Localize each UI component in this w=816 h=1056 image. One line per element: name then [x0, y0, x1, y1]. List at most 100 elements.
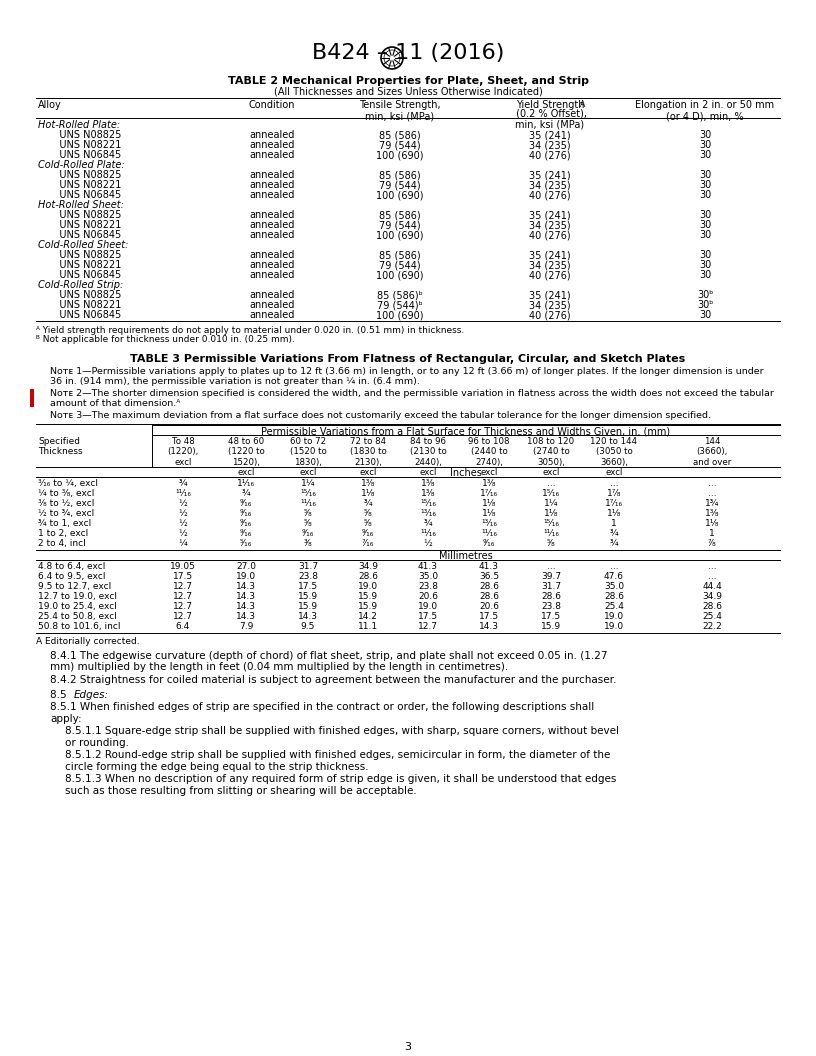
Text: Inches: Inches: [450, 468, 482, 478]
Text: 35 (241): 35 (241): [530, 130, 571, 140]
Text: ½: ½: [179, 499, 188, 508]
Text: annealed: annealed: [250, 180, 295, 190]
Text: ᴬ Yield strength requirements do not apply to material under 0.020 in. (0.51 mm): ᴬ Yield strength requirements do not app…: [36, 326, 464, 335]
Text: 15.9: 15.9: [298, 602, 318, 611]
Text: ¾: ¾: [610, 539, 619, 548]
Text: 8.4.2 Straightness for coiled material is subject to agreement between the manuf: 8.4.2 Straightness for coiled material i…: [50, 675, 616, 685]
Text: 85 (586): 85 (586): [379, 210, 421, 220]
Text: 100 (690): 100 (690): [376, 150, 424, 161]
Text: 1¹⁄₈: 1¹⁄₈: [361, 489, 375, 498]
Text: 1¹⁄₁₆: 1¹⁄₁₆: [237, 479, 255, 488]
Text: UNS N08221: UNS N08221: [50, 220, 122, 230]
Text: 15.9: 15.9: [541, 622, 561, 631]
Text: ⁵⁄₁₆: ⁵⁄₁₆: [240, 539, 252, 548]
Text: 85 (586): 85 (586): [379, 170, 421, 180]
Text: Hot-Rolled Plate:: Hot-Rolled Plate:: [38, 120, 120, 130]
Text: 35 (241): 35 (241): [530, 250, 571, 260]
Text: ⁷⁄₁₆: ⁷⁄₁₆: [361, 539, 375, 548]
Text: ½: ½: [179, 509, 188, 518]
Text: ⁵⁄₈: ⁵⁄₈: [304, 518, 313, 528]
Text: 14.3: 14.3: [479, 622, 499, 631]
Text: 1¹⁄₈: 1¹⁄₈: [481, 509, 496, 518]
Text: 12.7: 12.7: [173, 602, 193, 611]
Text: 20.6: 20.6: [479, 602, 499, 611]
Text: annealed: annealed: [250, 170, 295, 180]
Text: 1¾: 1¾: [705, 499, 719, 508]
Text: 1: 1: [611, 518, 617, 528]
Text: ¹⁵⁄₁₆: ¹⁵⁄₁₆: [543, 518, 559, 528]
Text: 40 (276): 40 (276): [530, 150, 571, 161]
Text: Alloy: Alloy: [38, 100, 62, 110]
Text: ...: ...: [707, 489, 716, 498]
Text: 28.6: 28.6: [358, 572, 378, 581]
Text: 28.6: 28.6: [479, 582, 499, 591]
Text: 85 (586)ᵇ: 85 (586)ᵇ: [377, 290, 423, 300]
Text: ³⁄₈ to ½, excl: ³⁄₈ to ½, excl: [38, 499, 95, 508]
Text: 30: 30: [698, 150, 711, 161]
Text: 1³⁄₈: 1³⁄₈: [361, 479, 375, 488]
Text: ⁹⁄₁₆: ⁹⁄₁₆: [240, 499, 252, 508]
Text: 40 (276): 40 (276): [530, 190, 571, 200]
Text: 79 (544): 79 (544): [379, 140, 421, 150]
Text: 19.0: 19.0: [604, 622, 624, 631]
Text: 1³⁄₈: 1³⁄₈: [705, 509, 719, 518]
Text: ¹³⁄₁₆: ¹³⁄₁₆: [420, 509, 436, 518]
Text: 30: 30: [698, 190, 711, 200]
Text: To 48
(1220),
excl: To 48 (1220), excl: [167, 437, 198, 467]
Text: UNS N08825: UNS N08825: [50, 250, 122, 260]
Text: 23.8: 23.8: [541, 602, 561, 611]
Text: 120 to 144
(3050 to
3660),
excl: 120 to 144 (3050 to 3660), excl: [591, 437, 637, 477]
Text: 14.3: 14.3: [236, 582, 256, 591]
Text: 85 (586): 85 (586): [379, 130, 421, 140]
Text: Hot-Rolled Sheet:: Hot-Rolled Sheet:: [38, 200, 124, 210]
Text: ¾: ¾: [242, 489, 251, 498]
Text: 30: 30: [698, 250, 711, 260]
Text: ⁹⁄₁₆: ⁹⁄₁₆: [240, 529, 252, 538]
Text: ⁵⁄₈: ⁵⁄₈: [364, 509, 372, 518]
Text: ¾ to 1, excl: ¾ to 1, excl: [38, 518, 91, 528]
Text: 1¼: 1¼: [543, 499, 558, 508]
Text: 25.4: 25.4: [604, 602, 624, 611]
Text: ¹¹⁄₁₆: ¹¹⁄₁₆: [175, 489, 191, 498]
Text: 100 (690): 100 (690): [376, 310, 424, 320]
Text: 34 (235): 34 (235): [530, 300, 571, 310]
Text: ¾: ¾: [610, 529, 619, 538]
Text: 30ᵇ: 30ᵇ: [697, 290, 713, 300]
Text: ½: ½: [424, 539, 432, 548]
Text: Specified
Thickness: Specified Thickness: [38, 437, 82, 456]
Text: annealed: annealed: [250, 310, 295, 320]
Text: 79 (544)ᵇ: 79 (544)ᵇ: [377, 300, 423, 310]
Text: annealed: annealed: [250, 220, 295, 230]
Text: 79 (544): 79 (544): [379, 180, 421, 190]
Text: 15.9: 15.9: [358, 592, 378, 601]
Text: UNS N06845: UNS N06845: [50, 310, 122, 320]
Text: 19.0: 19.0: [418, 602, 438, 611]
Text: ½: ½: [179, 529, 188, 538]
Text: 8.4.1 The edgewise curvature (depth of chord) of flat sheet, strip, and plate sh: 8.4.1 The edgewise curvature (depth of c…: [50, 650, 607, 661]
Text: circle forming the edge being equal to the strip thickness.: circle forming the edge being equal to t…: [65, 761, 369, 772]
Text: UNS N06845: UNS N06845: [50, 190, 122, 200]
Text: ⁹⁄₁₆: ⁹⁄₁₆: [483, 539, 495, 548]
Text: UNS N08825: UNS N08825: [50, 130, 122, 140]
Text: 1¹⁄₈: 1¹⁄₈: [481, 499, 496, 508]
Text: 28.6: 28.6: [702, 602, 722, 611]
Text: ...: ...: [707, 562, 716, 571]
Text: ¾: ¾: [179, 479, 188, 488]
Text: such as those resulting from slitting or shearing will be acceptable.: such as those resulting from slitting or…: [65, 786, 417, 795]
Text: 1⁷⁄₁₆: 1⁷⁄₁₆: [480, 489, 498, 498]
Text: 44.4: 44.4: [702, 582, 722, 591]
Text: 30: 30: [698, 230, 711, 240]
Text: annealed: annealed: [250, 290, 295, 300]
Text: 30: 30: [698, 180, 711, 190]
Text: 23.8: 23.8: [418, 582, 438, 591]
Text: Cold-Rolled Sheet:: Cold-Rolled Sheet:: [38, 240, 128, 250]
Text: 19.05: 19.05: [170, 562, 196, 571]
Text: Millimetres: Millimetres: [439, 551, 493, 561]
Text: 1³⁄₈: 1³⁄₈: [481, 479, 496, 488]
Text: 12.7: 12.7: [418, 622, 438, 631]
Text: or rounding.: or rounding.: [65, 737, 129, 748]
Text: 79 (544): 79 (544): [379, 260, 421, 270]
Text: ¹⁵⁄₁₆: ¹⁵⁄₁₆: [420, 499, 436, 508]
Text: ¹¹⁄₁₆: ¹¹⁄₁₆: [300, 499, 316, 508]
Text: 48 to 60
(1220 to
1520),
excl: 48 to 60 (1220 to 1520), excl: [228, 437, 264, 477]
